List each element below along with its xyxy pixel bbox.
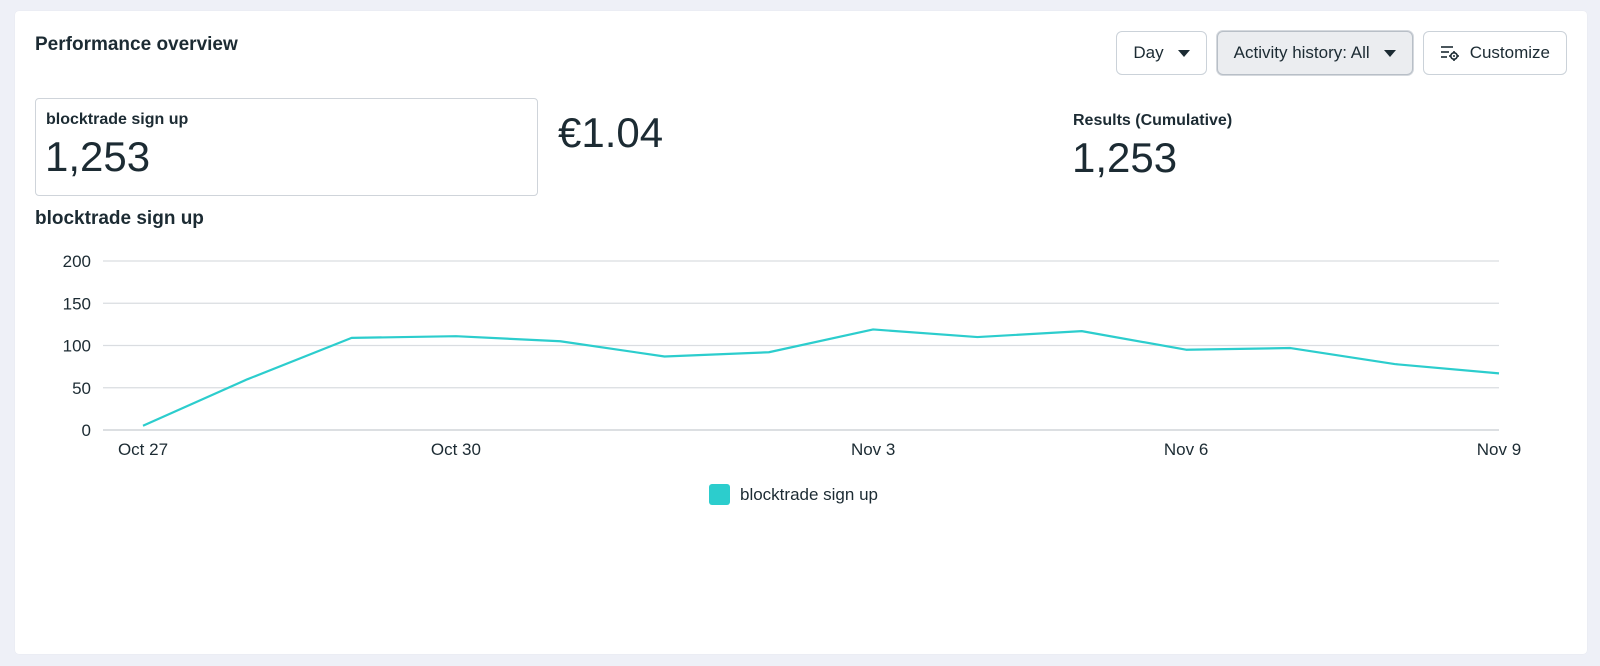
series-line[interactable] xyxy=(142,328,1500,427)
metric-value: 1,253 xyxy=(45,133,151,180)
data-point[interactable] xyxy=(244,376,250,382)
day-dropdown[interactable]: Day xyxy=(1116,31,1207,75)
x-tick-label: Oct 30 xyxy=(431,440,481,459)
toolbar: Day Activity history: All xyxy=(1116,31,1567,75)
settings-sliders-icon xyxy=(1440,44,1460,62)
data-point[interactable] xyxy=(140,423,146,429)
metric-label: blocktrade sign up xyxy=(46,111,189,128)
day-dropdown-label: Day xyxy=(1133,43,1164,62)
x-tick-label: Nov 6 xyxy=(1164,440,1208,459)
data-point[interactable] xyxy=(1079,328,1085,334)
y-tick-label: 50 xyxy=(72,379,91,398)
x-tick-label: Nov 3 xyxy=(851,440,895,459)
y-tick-label: 200 xyxy=(63,252,91,271)
activity-history-dropdown[interactable]: Activity history: All xyxy=(1216,31,1413,75)
cumulative-results-label: Results (Cumulative) xyxy=(1073,112,1233,129)
performance-overview-card: Performance overview Day Activity histor… xyxy=(15,11,1587,654)
activity-history-label: Activity history: All xyxy=(1233,43,1370,62)
caret-down-icon xyxy=(1177,49,1190,57)
line-chart: 200 150 100 50 0 Oct 27 Oct 30 Nov 3 Nov 6 Nov 9 xyxy=(63,252,1522,459)
data-point[interactable] xyxy=(1183,347,1189,353)
data-point[interactable] xyxy=(870,326,876,332)
data-point[interactable] xyxy=(766,349,772,355)
data-point[interactable] xyxy=(1287,345,1293,351)
data-point[interactable] xyxy=(349,335,355,341)
legend-swatch xyxy=(709,484,730,505)
cumulative-results-value: 1,253 xyxy=(1072,134,1178,181)
data-point[interactable] xyxy=(1392,361,1398,367)
data-point[interactable] xyxy=(1496,370,1502,376)
customize-label: Customize xyxy=(1469,43,1550,62)
data-point[interactable] xyxy=(974,334,980,340)
y-tick-label: 100 xyxy=(63,337,91,356)
chart-title: blocktrade sign up xyxy=(35,208,204,229)
cost-per-result-value: €1.04 xyxy=(558,109,664,156)
x-tick-label: Oct 27 xyxy=(118,440,168,459)
y-tick-label: 0 xyxy=(82,421,91,440)
page-title: Performance overview xyxy=(35,34,238,55)
data-point[interactable] xyxy=(662,353,668,359)
metric-card-signups[interactable]: blocktrade sign up 1,253 xyxy=(35,98,538,196)
data-point[interactable] xyxy=(557,338,563,344)
legend-label: blocktrade sign up xyxy=(740,484,878,504)
chart-legend[interactable]: blocktrade sign up xyxy=(709,484,878,505)
customize-button[interactable]: Customize xyxy=(1422,31,1567,75)
x-tick-label: Nov 9 xyxy=(1477,440,1521,459)
y-tick-label: 150 xyxy=(63,294,91,313)
data-point[interactable] xyxy=(453,333,459,339)
caret-down-icon xyxy=(1383,49,1396,57)
